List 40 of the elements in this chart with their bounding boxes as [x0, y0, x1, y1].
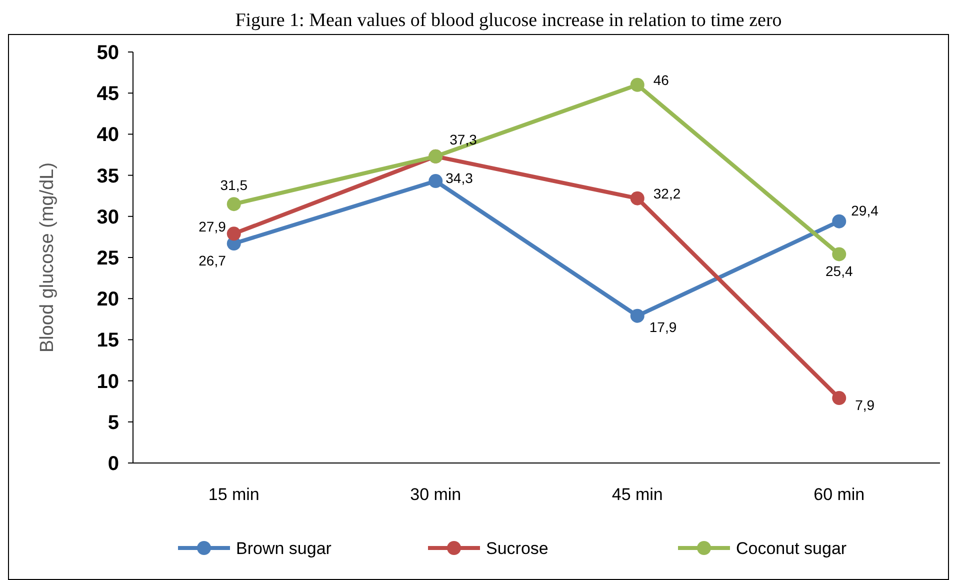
data-label: 31,5: [220, 177, 248, 194]
point: [226, 226, 241, 241]
data-label: 7,9: [855, 397, 875, 414]
data-label: 26,7: [198, 252, 226, 269]
y-tick-label: 35: [96, 165, 119, 188]
y-tick-label: 50: [96, 42, 119, 64]
y-tick-label: 5: [108, 412, 119, 434]
data-label: 17,9: [649, 318, 677, 335]
y-axis-title: Blood glucose (mg/dL): [37, 162, 58, 353]
y-tick-label: 0: [108, 453, 119, 475]
point: [226, 197, 241, 212]
y-tick-label: 40: [96, 124, 119, 146]
point: [428, 174, 443, 188]
y-tick-label: 25: [96, 248, 119, 270]
x-tick-label: 60 min: [814, 485, 865, 504]
point: [630, 78, 644, 92]
x-tick-label: 45 min: [612, 485, 663, 504]
x-tick-label: 15 min: [208, 485, 260, 504]
y-tick-label: 10: [96, 370, 119, 393]
point: [630, 308, 644, 323]
data-label: 34,3: [446, 170, 474, 186]
chart-title: Figure 1: Mean values of blood glucose increase in relation to time zero: [235, 10, 782, 31]
y-tick-label: 45: [96, 83, 119, 106]
x-tick-label: 30 min: [410, 485, 462, 504]
y-tick-label: 30: [96, 206, 119, 228]
data-label: 32,2: [653, 185, 681, 202]
point: [630, 191, 644, 206]
point: [832, 391, 846, 406]
data-label: 25,4: [826, 263, 853, 280]
point: [832, 214, 846, 228]
data-label: 27,9: [198, 218, 226, 235]
legend-label: Brown sugar: [236, 539, 332, 558]
y-tick-label: 20: [96, 288, 119, 311]
data-label: 46: [653, 72, 670, 88]
y-tick-label: 15: [96, 330, 119, 352]
legend-label: Coconut sugar: [736, 539, 847, 558]
data-label: 29,4: [851, 202, 879, 218]
data-label: 37,3: [450, 131, 478, 148]
point: [832, 247, 846, 262]
legend-label: Sucrose: [486, 539, 548, 558]
